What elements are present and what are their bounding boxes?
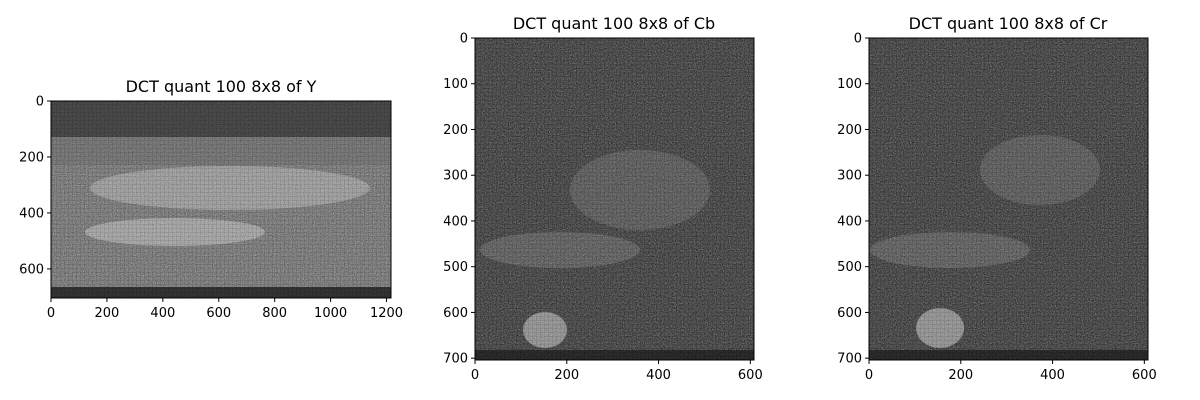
x-tick-label: 1200 bbox=[370, 306, 403, 321]
image-area bbox=[869, 38, 1148, 360]
y-tick-label: 600 bbox=[443, 306, 468, 321]
y-tick-label: 200 bbox=[19, 150, 44, 165]
x-tick-label: 0 bbox=[47, 306, 55, 321]
y-tick-label: 100 bbox=[837, 77, 862, 92]
y-tick-label: 0 bbox=[36, 95, 44, 110]
x-tick-label: 0 bbox=[865, 368, 873, 383]
x-tick-label: 400 bbox=[1040, 368, 1065, 383]
y-tick-label: 400 bbox=[19, 206, 44, 221]
y-tick-label: 500 bbox=[837, 260, 862, 275]
panel-cr: DCT quant 100 8x8 of Cr 0 200 400 600 0 100 20… bbox=[837, 14, 1157, 383]
y-tick-label: 400 bbox=[837, 214, 862, 229]
y-tick-label: 0 bbox=[854, 32, 862, 47]
x-tick-label: 200 bbox=[554, 368, 579, 383]
x-tick-label: 0 bbox=[471, 368, 479, 383]
y-tick-label: 500 bbox=[443, 260, 468, 275]
y-tick-label: 200 bbox=[443, 123, 468, 138]
x-tick-label: 400 bbox=[646, 368, 671, 383]
y-tick-label: 0 bbox=[460, 32, 468, 47]
image-area bbox=[475, 38, 754, 360]
y-tick-label: 200 bbox=[837, 123, 862, 138]
panel-cb: DCT quant 100 8x8 of Cb 0 200 400 600 0 100 20… bbox=[443, 14, 763, 383]
y-tick-label: 400 bbox=[443, 214, 468, 229]
y-tick-label: 600 bbox=[837, 306, 862, 321]
chart-title: DCT quant 100 8x8 of Y bbox=[126, 77, 317, 96]
y-tick-label: 300 bbox=[443, 169, 468, 184]
panel-y: DCT quant 100 8x8 of Y 0 200 400 600 800 1000… bbox=[19, 77, 403, 321]
chart-title: DCT quant 100 8x8 of Cb bbox=[513, 14, 715, 33]
x-tick-label: 600 bbox=[1132, 368, 1157, 383]
y-tick-label: 700 bbox=[837, 352, 862, 367]
y-tick-label: 700 bbox=[443, 352, 468, 367]
x-tick-label: 200 bbox=[948, 368, 973, 383]
x-tick-label: 400 bbox=[150, 306, 175, 321]
x-tick-label: 600 bbox=[738, 368, 763, 383]
chart-title: DCT quant 100 8x8 of Cr bbox=[909, 14, 1108, 33]
x-tick-label: 600 bbox=[206, 306, 231, 321]
x-tick-label: 1000 bbox=[314, 306, 347, 321]
x-tick-label: 200 bbox=[95, 306, 120, 321]
y-tick-label: 100 bbox=[443, 77, 468, 92]
x-tick-label: 800 bbox=[262, 306, 287, 321]
y-tick-label: 600 bbox=[19, 262, 44, 277]
image-area bbox=[51, 101, 391, 298]
y-tick-label: 300 bbox=[837, 169, 862, 184]
